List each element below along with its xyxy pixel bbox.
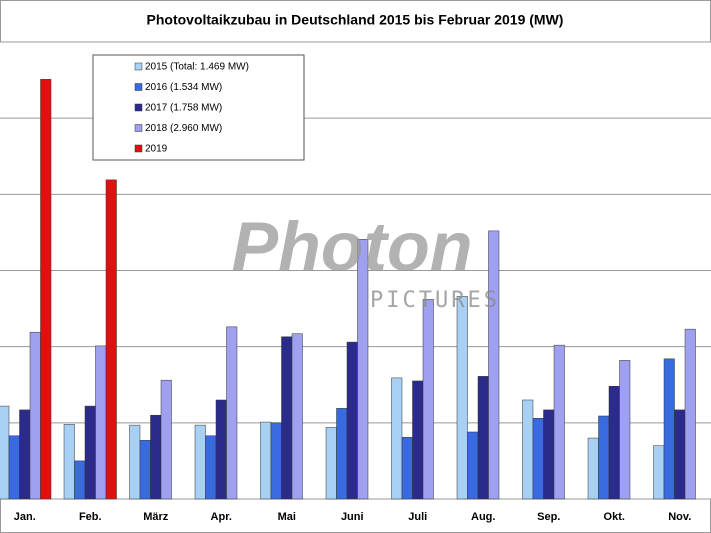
bar	[467, 431, 479, 500]
x-tick-label: Jan.	[14, 511, 36, 523]
bar	[150, 414, 162, 500]
bar	[226, 326, 238, 500]
bar	[412, 380, 424, 500]
bar	[194, 424, 206, 500]
legend-label: 2015 (Total: 1.469 MW)	[145, 62, 249, 73]
watermark: Photon	[231, 207, 472, 285]
bar	[336, 408, 348, 500]
x-tick-label: Okt.	[604, 511, 625, 523]
bar	[0, 405, 10, 500]
legend-label: 2018 (2.960 MW)	[145, 123, 222, 134]
bar	[19, 409, 31, 500]
bar	[422, 299, 434, 500]
bar	[357, 239, 369, 500]
legend-label: 2017 (1.758 MW)	[145, 103, 222, 114]
legend-swatch	[134, 62, 143, 71]
bar	[40, 79, 52, 500]
bar	[663, 358, 675, 500]
bar	[598, 415, 610, 500]
bar	[325, 427, 337, 500]
legend-label: 2016 (1.534 MW)	[145, 82, 222, 93]
x-tick-label: Sep.	[537, 511, 560, 523]
bar	[281, 336, 293, 500]
legend-label: 2019	[145, 144, 168, 155]
x-tick-label: März	[143, 511, 169, 523]
bar	[674, 409, 686, 500]
bar	[522, 399, 534, 500]
chart-title: Photovoltaikzubau in Deutschland 2015 bi…	[147, 12, 564, 28]
legend-box	[92, 54, 305, 161]
bar	[129, 424, 141, 500]
x-tick-label: Nov.	[668, 511, 691, 523]
bar	[160, 379, 172, 500]
legend-swatch	[134, 144, 143, 153]
bar	[401, 437, 413, 500]
bar	[270, 422, 282, 500]
bar	[139, 440, 151, 500]
bar	[456, 296, 468, 500]
bar	[532, 418, 544, 500]
x-tick-label: Aug.	[471, 511, 495, 523]
bar	[205, 435, 217, 500]
legend-swatch	[134, 83, 143, 91]
bar	[105, 179, 117, 500]
bar	[653, 445, 665, 500]
x-tick-label: Feb.	[79, 511, 102, 523]
bar	[543, 409, 555, 500]
bar	[619, 360, 631, 500]
bar	[260, 421, 272, 500]
bar	[74, 460, 86, 500]
bar	[488, 230, 500, 500]
x-tick-label: Apr.	[211, 511, 232, 523]
x-tick-label: Juni	[341, 511, 364, 523]
legend-swatch	[134, 124, 143, 132]
bar	[84, 405, 96, 500]
bar	[215, 399, 227, 500]
bar	[553, 344, 565, 500]
bar	[291, 333, 303, 500]
bar	[8, 435, 20, 500]
bar	[608, 386, 620, 500]
bar	[477, 376, 489, 500]
bar	[95, 345, 107, 500]
x-tick-label: Juli	[408, 511, 427, 523]
watermark-sub: PICTURES	[370, 288, 500, 313]
bar	[391, 377, 403, 500]
bar	[63, 424, 75, 500]
x-tick-label: Mai	[278, 511, 296, 523]
bar	[346, 341, 358, 500]
bar	[29, 331, 41, 500]
legend-swatch	[134, 103, 143, 112]
bar	[587, 437, 599, 500]
bar	[684, 328, 696, 500]
